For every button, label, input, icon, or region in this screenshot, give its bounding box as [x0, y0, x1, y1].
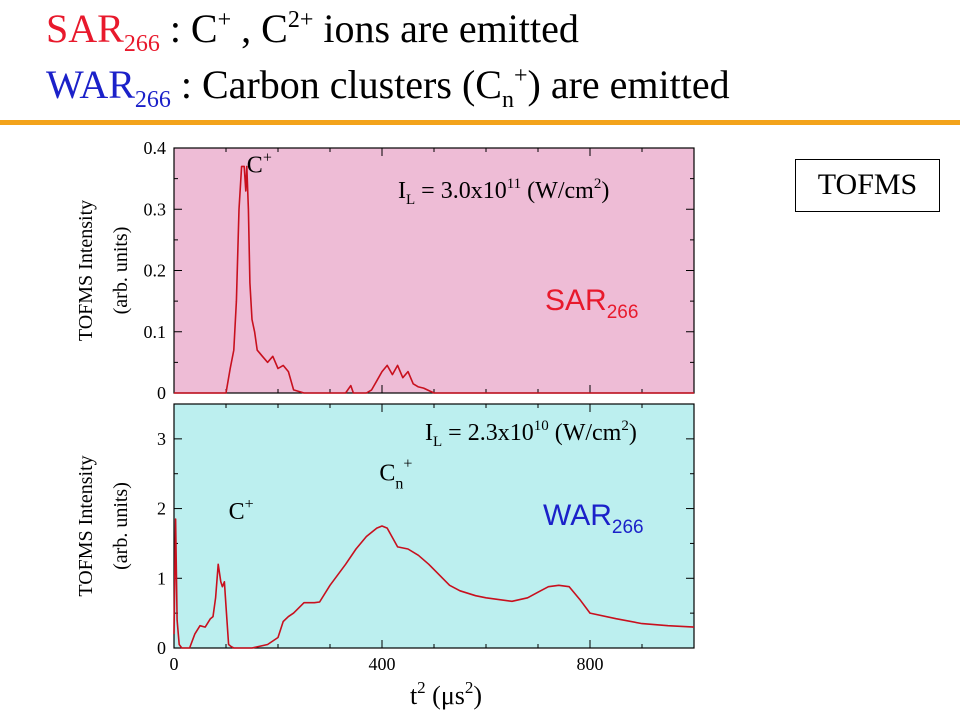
panel-war-ytick-label: 2 [157, 499, 166, 519]
title-line-war: WAR266 : Carbon clusters (Cn+) are emitt… [46, 64, 730, 112]
panel-war-xtick-label: 400 [369, 654, 396, 674]
panel-sar-ytick-label: 0.2 [144, 261, 167, 281]
panel-war-plot-area [173, 403, 695, 649]
panel-war-ytick-label: 3 [157, 429, 166, 449]
panel-war-intensity-label: IL = 2.3x1010 (W/cm2) [425, 418, 637, 450]
panel-sar-regime-label: SAR266 [545, 284, 638, 323]
panel-war-ylabel-line2: (arb. units) [110, 482, 132, 570]
panel-sar-series-line [174, 165, 694, 394]
title-sar-sub: 266 [123, 31, 160, 57]
panel-war-ylabel-line1: TOFMS Intensity [75, 455, 97, 596]
panel-sar-ylabel-line1: TOFMS Intensity [75, 200, 97, 341]
title-line-sar: SAR266 : C+ , C2+ ions are emitted [46, 8, 579, 56]
panel-war-xlabel: t2 (μs2) [410, 678, 482, 710]
panel-sar-intensity-label: IL = 3.0x1011 (W/cm2) [398, 176, 609, 208]
title-war-label: WAR [46, 62, 135, 107]
header-divider [0, 120, 960, 125]
title-war-sub: 266 [134, 87, 171, 113]
title-war-text: : Carbon clusters (Cn+) are emitted [170, 62, 730, 113]
panel-war-xtick-label: 0 [170, 654, 179, 674]
panel-sar-ytick-label: 0.4 [144, 138, 167, 158]
panel-sar-ytick-label: 0.1 [144, 322, 167, 342]
panel-war-peak-annotation: C+ [229, 496, 254, 525]
panel-sar-peak-annotation: C+ [247, 150, 272, 179]
title-sar-label: SAR [46, 6, 124, 51]
panel-war-xtick-label: 800 [577, 654, 604, 674]
panel-sar-ylabel-line2: (arb. units) [110, 227, 132, 315]
panel-war-ytick-label: 1 [157, 568, 166, 588]
title-sar-text: : C+ , C2+ ions are emitted [159, 6, 579, 51]
panel-war-regime-label: WAR266 [543, 499, 644, 538]
panel-war-ytick-label: 0 [157, 638, 166, 658]
tofms-badge: TOFMS [795, 159, 940, 212]
panel-sar-ytick-label: 0 [157, 383, 166, 403]
panel-sar-ytick-label: 0.3 [144, 199, 167, 219]
panel-war-peak-annotation: Cn+ [379, 456, 412, 493]
panel-war-series-line [173, 518, 695, 649]
